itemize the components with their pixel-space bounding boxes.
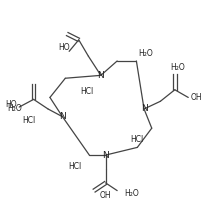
Text: H₂O: H₂O	[138, 49, 153, 58]
Text: OH: OH	[190, 93, 202, 102]
Text: N: N	[102, 151, 108, 160]
Text: HO: HO	[6, 100, 17, 109]
Text: HCl: HCl	[79, 87, 93, 96]
Text: H₂O: H₂O	[169, 63, 184, 72]
Text: OH: OH	[99, 191, 111, 200]
Text: H₂O: H₂O	[7, 104, 22, 113]
Text: HCl: HCl	[68, 162, 81, 171]
Text: N: N	[59, 112, 65, 121]
Text: N: N	[140, 104, 147, 113]
Text: HCl: HCl	[22, 116, 35, 125]
Text: HO: HO	[58, 43, 70, 52]
Text: H₂O: H₂O	[124, 189, 138, 198]
Text: HCl: HCl	[130, 135, 143, 144]
Text: N: N	[97, 71, 104, 80]
